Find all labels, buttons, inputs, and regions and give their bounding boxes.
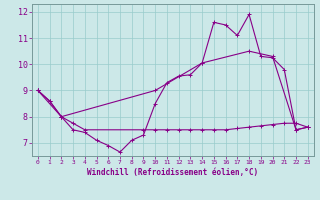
X-axis label: Windchill (Refroidissement éolien,°C): Windchill (Refroidissement éolien,°C) [87, 168, 258, 177]
